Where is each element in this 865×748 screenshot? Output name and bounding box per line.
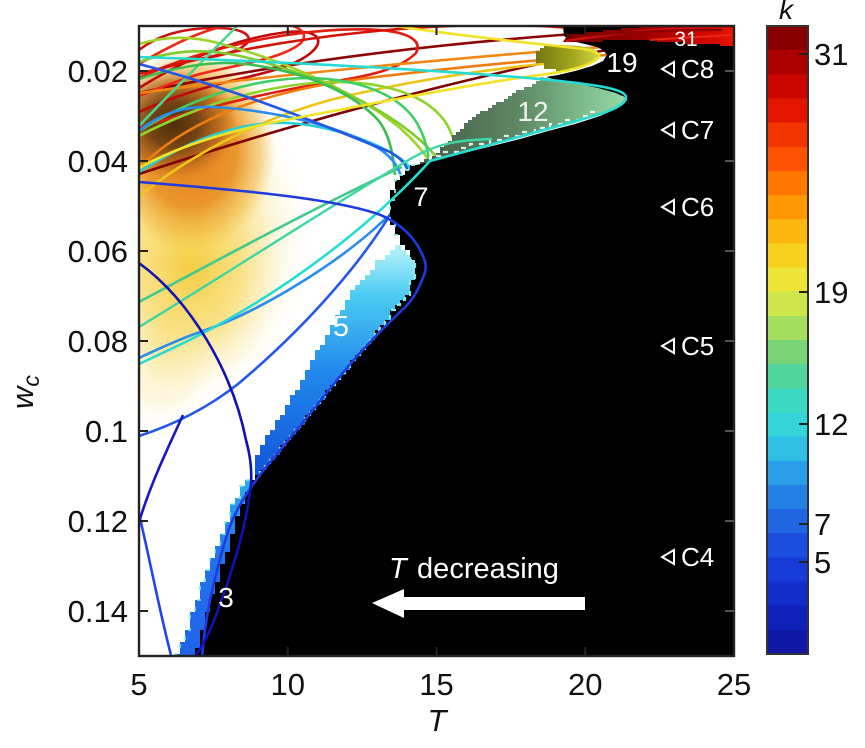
svg-text:12: 12: [814, 407, 848, 442]
svg-text:25: 25: [717, 667, 751, 702]
svg-text:20: 20: [568, 667, 602, 702]
svg-text:19: 19: [606, 47, 637, 78]
svg-text:12: 12: [517, 96, 548, 127]
svg-text:0.12: 0.12: [68, 504, 128, 539]
svg-text:31: 31: [674, 28, 697, 51]
svg-text:3: 3: [218, 582, 234, 613]
svg-text:15: 15: [419, 667, 453, 702]
svg-text:31: 31: [814, 37, 848, 72]
svg-text:T: T: [389, 553, 409, 585]
svg-text:C5: C5: [681, 331, 714, 361]
svg-text:0.06: 0.06: [68, 234, 128, 269]
svg-text:C7: C7: [681, 115, 714, 145]
svg-text:7: 7: [413, 182, 428, 212]
svg-text:0.14: 0.14: [68, 594, 128, 629]
svg-text:10: 10: [271, 667, 305, 702]
svg-text:7: 7: [814, 507, 831, 542]
svg-text:0.02: 0.02: [68, 54, 128, 89]
svg-text:5: 5: [333, 311, 349, 343]
svg-text:19: 19: [814, 275, 848, 310]
svg-text:C8: C8: [681, 54, 714, 84]
svg-text:C4: C4: [681, 542, 714, 572]
svg-text:T: T: [428, 703, 449, 738]
svg-text:C6: C6: [681, 192, 714, 222]
svg-text:k: k: [779, 0, 795, 25]
svg-text:0.08: 0.08: [68, 324, 128, 359]
svg-text:0.1: 0.1: [85, 414, 128, 449]
svg-text:decreasing: decreasing: [409, 553, 559, 585]
svg-text:5: 5: [130, 667, 147, 702]
svg-text:5: 5: [814, 545, 831, 580]
svg-text:0.04: 0.04: [68, 144, 128, 179]
